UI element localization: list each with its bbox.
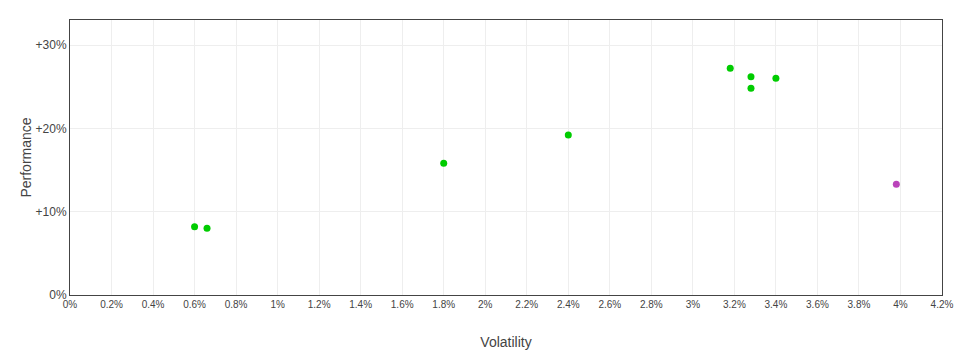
svg-text:2%: 2% (478, 299, 493, 310)
svg-text:1%: 1% (270, 299, 285, 310)
svg-text:3.4%: 3.4% (765, 299, 788, 310)
svg-text:0.8%: 0.8% (225, 299, 248, 310)
svg-text:+20%: +20% (36, 122, 67, 136)
svg-text:2.2%: 2.2% (515, 299, 538, 310)
svg-text:1.6%: 1.6% (391, 299, 414, 310)
svg-text:+30%: +30% (36, 38, 67, 52)
svg-text:1.4%: 1.4% (349, 299, 372, 310)
svg-text:0%: 0% (49, 288, 67, 302)
svg-text:1.2%: 1.2% (308, 299, 331, 310)
svg-text:3%: 3% (686, 299, 701, 310)
svg-text:+10%: +10% (36, 205, 67, 219)
svg-text:3.6%: 3.6% (806, 299, 829, 310)
svg-text:3.2%: 3.2% (723, 299, 746, 310)
svg-text:2.6%: 2.6% (598, 299, 621, 310)
svg-text:Performance: Performance (18, 117, 34, 197)
svg-text:1.8%: 1.8% (432, 299, 455, 310)
svg-text:0.6%: 0.6% (183, 299, 206, 310)
svg-text:2.8%: 2.8% (640, 299, 663, 310)
svg-text:0.4%: 0.4% (142, 299, 165, 310)
svg-text:3.8%: 3.8% (848, 299, 871, 310)
svg-text:Volatility: Volatility (480, 334, 531, 350)
svg-text:0.2%: 0.2% (100, 299, 123, 310)
svg-text:2.4%: 2.4% (557, 299, 580, 310)
svg-text:4%: 4% (893, 299, 908, 310)
svg-text:4.2%: 4.2% (931, 299, 954, 310)
svg-text:0%: 0% (63, 299, 78, 310)
